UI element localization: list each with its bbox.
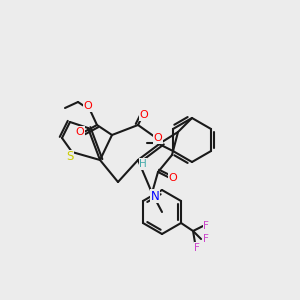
- Text: O: O: [140, 110, 148, 120]
- Text: O: O: [76, 127, 84, 137]
- Text: F: F: [194, 243, 200, 253]
- Text: F: F: [203, 234, 209, 244]
- Text: N: N: [151, 190, 159, 202]
- Text: H: H: [139, 159, 147, 169]
- Text: O: O: [84, 101, 92, 111]
- Text: F: F: [203, 221, 209, 231]
- Text: O: O: [169, 173, 177, 183]
- Text: O: O: [154, 133, 162, 143]
- Text: S: S: [66, 151, 74, 164]
